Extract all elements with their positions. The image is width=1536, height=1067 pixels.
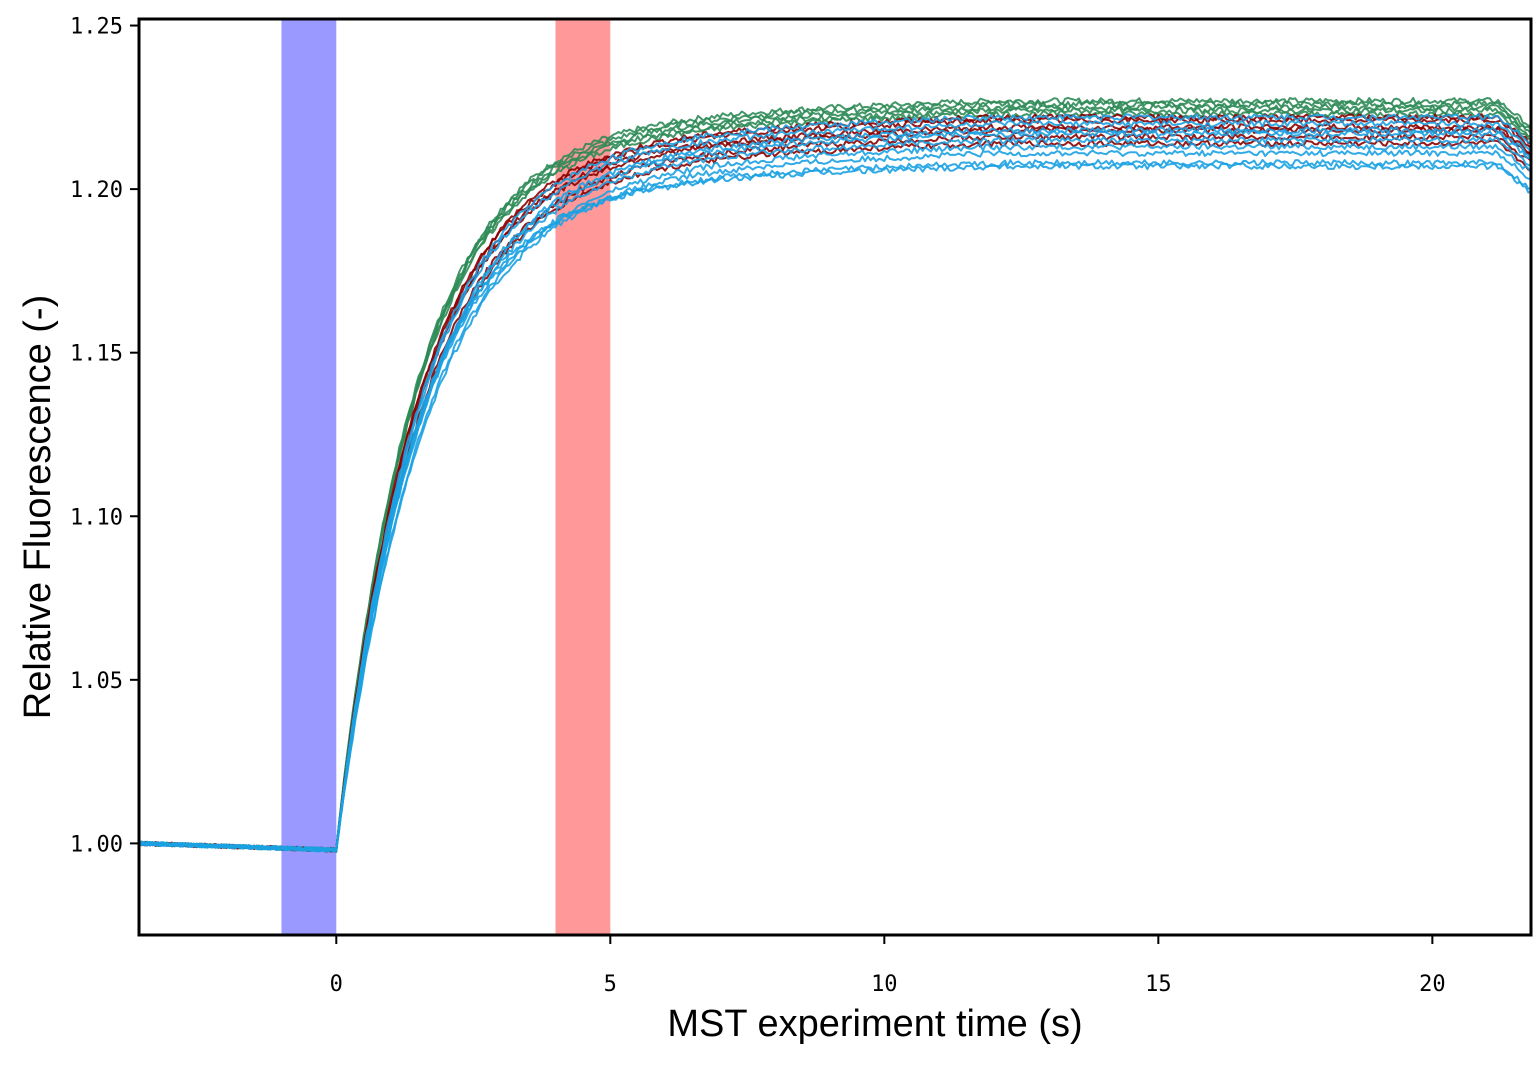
- y-tick-label: 1.20: [70, 178, 123, 203]
- series-line-12: [138, 113, 1532, 853]
- series-line-2: [138, 100, 1532, 853]
- x-tick-label: 20: [1419, 972, 1446, 997]
- y-tick-label: 1.25: [70, 15, 123, 40]
- x-tick-label: 0: [330, 972, 343, 997]
- plot-frame: [137, 17, 1533, 937]
- series-line-13: [138, 119, 1532, 853]
- shaded-region-cold: [281, 19, 337, 935]
- x-tick-label: 10: [871, 972, 898, 997]
- series-line-3: [139, 103, 1532, 853]
- x-tick-label: 5: [604, 972, 617, 997]
- series-line-4: [138, 106, 1532, 853]
- shaded-regions: [281, 19, 611, 935]
- y-axis-title: Relative Fluorescence (-): [17, 295, 59, 719]
- y-tick-label: 1.15: [70, 342, 123, 367]
- y-tick-label: 1.10: [70, 505, 123, 530]
- series-line-7: [138, 116, 1532, 853]
- series-line-18: [138, 149, 1532, 853]
- y-tick-label: 1.05: [70, 669, 123, 694]
- series-line-1: [138, 96, 1532, 853]
- y-tick-label: 1.00: [70, 832, 123, 857]
- series-line-5: [138, 109, 1532, 852]
- axis-ticks: 0 5 10 15 20 1.00 1.05 1.10 1.15 1.20 1.25: [70, 15, 1446, 997]
- x-axis-title: MST experiment time (s): [667, 1003, 1082, 1045]
- series-line-20: [138, 162, 1532, 853]
- x-tick-label: 15: [1145, 972, 1172, 997]
- series-lines: [138, 96, 1532, 853]
- series-line-6: [138, 113, 1532, 852]
